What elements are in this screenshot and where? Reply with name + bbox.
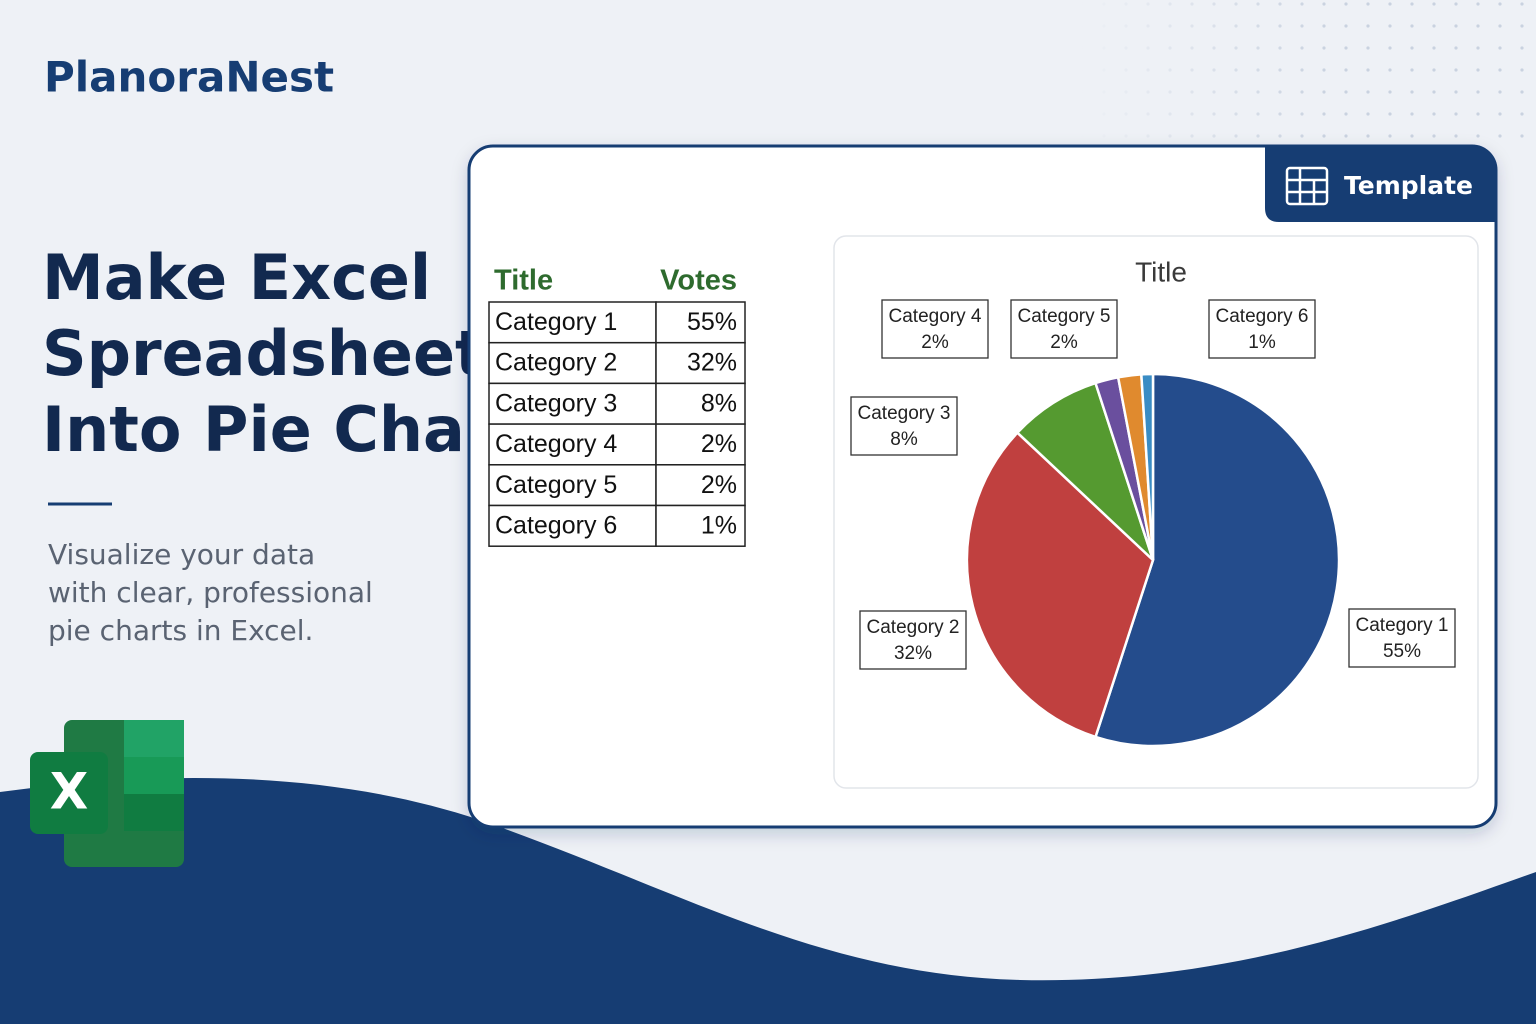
table-cell	[488, 423, 657, 466]
table-cell	[488, 504, 657, 547]
data-label-value: 8%	[890, 429, 918, 450]
pie-slice	[1139, 372, 1155, 561]
table-header: Title	[494, 265, 553, 297]
subtitle: Visualize your data	[48, 538, 315, 571]
dot-fade	[1080, 0, 1330, 140]
data-label-category: Category 5	[1018, 306, 1111, 327]
table-cell	[655, 382, 746, 425]
badge-label[interactable]: Template	[1344, 171, 1473, 200]
table-text: 1%	[701, 511, 737, 539]
table-header: Votes	[660, 265, 737, 297]
table-text: 8%	[701, 389, 737, 417]
data-label-value: 2%	[921, 332, 949, 353]
table-text: 32%	[687, 349, 737, 377]
table-cell	[655, 423, 746, 466]
headline: Into Pie Chart	[42, 393, 525, 466]
table-icon	[1285, 166, 1329, 206]
data-label-category: Category 1	[1356, 615, 1449, 636]
headline: Spreadsheet	[42, 317, 485, 390]
table-text: 55%	[687, 308, 737, 336]
table-text: 2%	[701, 471, 737, 499]
data-label-category: Category 3	[858, 403, 951, 424]
data-label-box	[881, 299, 989, 359]
data-label-box	[1208, 299, 1316, 359]
data-label-value: 32%	[894, 643, 932, 664]
table-cell	[655, 504, 746, 547]
table-cell	[655, 464, 746, 507]
data-label-category: Category 6	[1216, 306, 1309, 327]
table-text: Category 4	[495, 430, 617, 458]
data-label-value: 1%	[1248, 332, 1276, 353]
table-cell	[655, 301, 746, 344]
data-label-box	[1010, 299, 1118, 359]
subtitle: pie charts in Excel.	[48, 614, 313, 647]
excel-icon: X	[30, 720, 184, 867]
data-label-box	[1348, 608, 1456, 668]
data-label-category: Category 2	[867, 617, 960, 638]
table-text: Category 3	[495, 389, 617, 417]
pie-slice	[1015, 381, 1155, 561]
data-label-box	[850, 396, 958, 456]
pie-slice	[1093, 372, 1341, 748]
table-text: Category 5	[495, 471, 617, 499]
table-text: Category 6	[495, 511, 617, 539]
table-cell	[655, 341, 746, 385]
data-label-value: 2%	[1050, 332, 1078, 353]
table-text: Category 1	[495, 308, 617, 336]
table-text: Category 2	[495, 349, 617, 377]
data-label-value: 55%	[1383, 641, 1421, 662]
icon-letter: X	[50, 763, 89, 821]
wave	[0, 777, 1536, 1024]
table-text: 2%	[701, 430, 737, 458]
pie-slice	[965, 430, 1155, 739]
brand: PlanoraNest	[44, 53, 334, 102]
chart-title: Title	[1135, 256, 1187, 287]
data-label-category: Category 4	[889, 306, 982, 327]
subtitle: with clear, professional	[48, 576, 373, 609]
table-cell	[488, 382, 657, 425]
data-label-box	[859, 610, 967, 670]
headline: Make Excel	[42, 241, 431, 314]
